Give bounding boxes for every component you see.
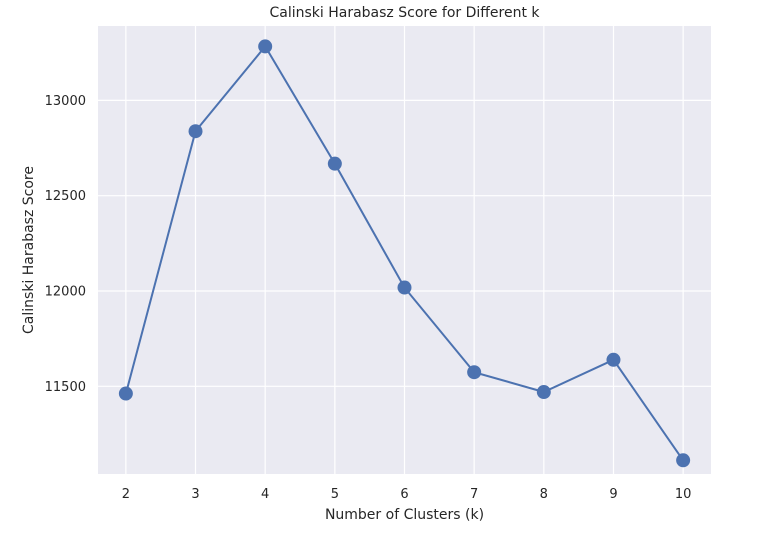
y-axis-ticks: 11500 12000 12500 13000 bbox=[45, 94, 86, 395]
data-point bbox=[397, 280, 412, 295]
y-axis-label: Calinski Harabasz Score bbox=[21, 166, 37, 334]
y-tick-label: 12000 bbox=[45, 284, 86, 299]
x-tick-label: 9 bbox=[609, 487, 617, 502]
x-tick-label: 10 bbox=[675, 487, 692, 502]
data-point bbox=[188, 124, 203, 139]
data-point bbox=[327, 156, 342, 171]
x-tick-label: 6 bbox=[400, 487, 408, 502]
y-tick-label: 12500 bbox=[45, 189, 86, 204]
data-point bbox=[467, 365, 482, 380]
y-tick-label: 13000 bbox=[45, 94, 86, 109]
data-point bbox=[606, 352, 621, 367]
x-tick-label: 3 bbox=[191, 487, 199, 502]
x-tick-label: 8 bbox=[540, 487, 548, 502]
y-tick-label: 11500 bbox=[45, 380, 86, 395]
data-point bbox=[676, 453, 691, 468]
data-point bbox=[536, 385, 551, 400]
x-tick-label: 2 bbox=[122, 487, 130, 502]
x-tick-label: 5 bbox=[331, 487, 339, 502]
x-tick-label: 7 bbox=[470, 487, 478, 502]
x-axis-ticks: 2 3 4 5 6 7 8 9 10 bbox=[122, 487, 692, 502]
chart-title: Calinski Harabasz Score for Different k bbox=[269, 5, 540, 21]
data-point bbox=[118, 386, 133, 401]
x-tick-label: 4 bbox=[261, 487, 269, 502]
data-point bbox=[258, 39, 273, 54]
x-axis-label: Number of Clusters (k) bbox=[325, 507, 484, 523]
data-points bbox=[118, 39, 691, 468]
